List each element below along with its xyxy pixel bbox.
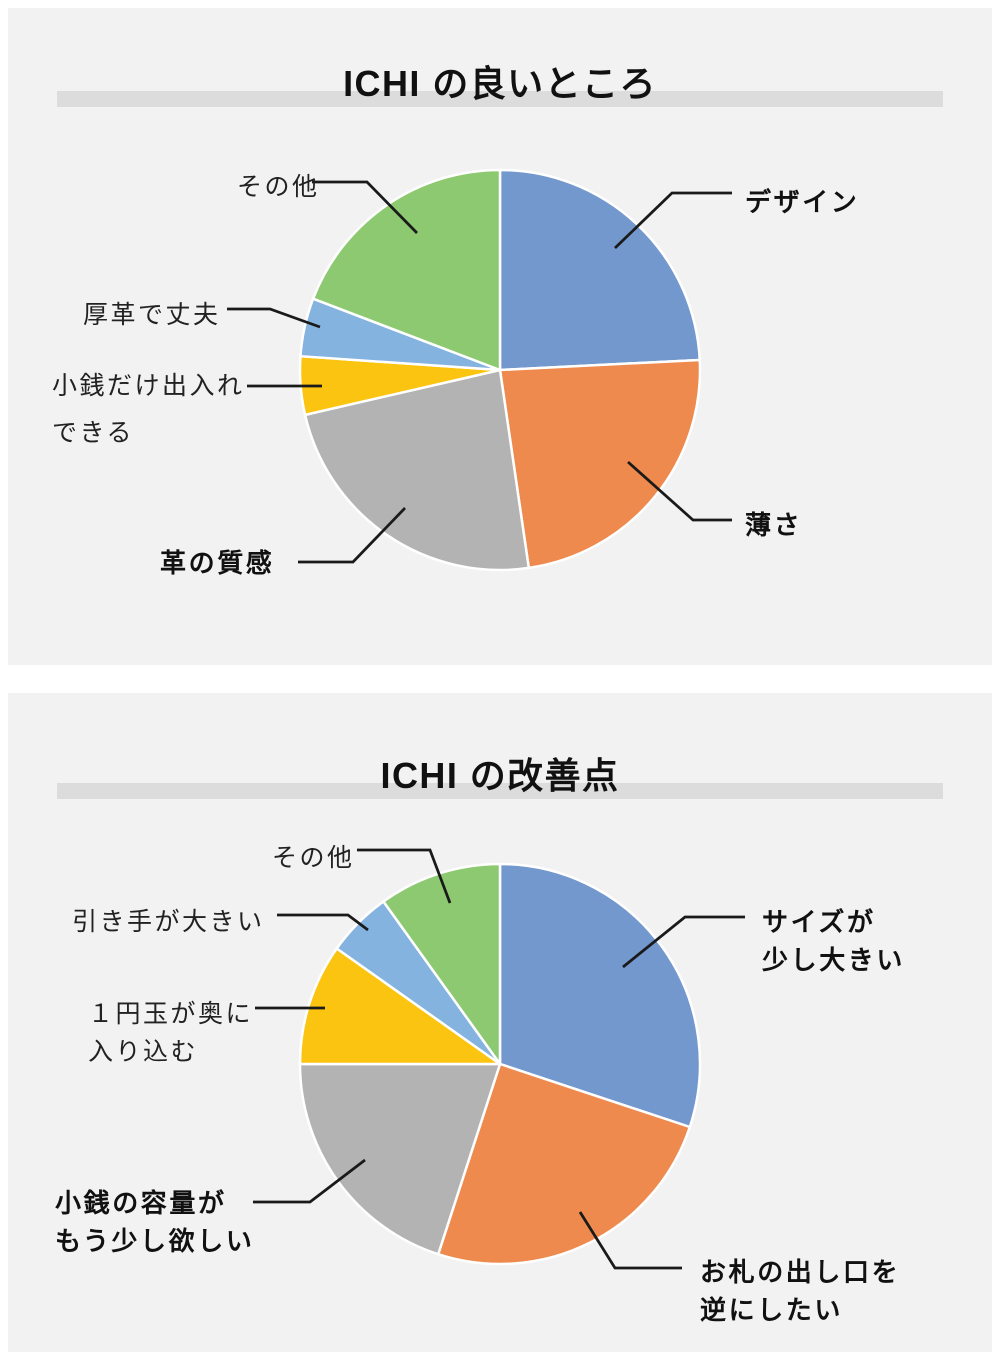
callout-other-1: その他 xyxy=(237,168,320,206)
pie-chart-improvements xyxy=(298,862,702,1266)
title-underline-bar xyxy=(57,91,943,107)
callout-pull-tab-big: 引き手が大きい xyxy=(72,903,265,941)
callout-leather-texture: 革の質感 xyxy=(160,544,274,582)
callout-one-yen-stuck: １円玉が奥に 入り込む xyxy=(88,995,253,1071)
callout-line: お札の出し口を xyxy=(700,1257,901,1287)
callout-coin-capacity: 小銭の容量が もう少し欲しい xyxy=(55,1184,254,1260)
callout-other-2: その他 xyxy=(272,839,355,877)
callout-coins-in-out: 小銭だけ出入れ できる xyxy=(52,363,245,457)
callout-line: その他 xyxy=(237,173,320,201)
callout-size-too-big: サイズが 少し大きい xyxy=(762,903,905,979)
callout-thick-leather: 厚革で丈夫 xyxy=(83,296,221,334)
callout-line: 厚革で丈夫 xyxy=(83,301,221,329)
callout-line: もう少し欲しい xyxy=(55,1226,255,1256)
callout-design: デザイン xyxy=(745,183,859,221)
title-underline-bar xyxy=(57,783,943,799)
callout-line: サイズが xyxy=(762,907,876,937)
callout-bill-slot-reverse: お札の出し口を 逆にしたい xyxy=(700,1253,900,1329)
callout-line: 革の質感 xyxy=(160,548,275,578)
callout-line: 逆にしたい xyxy=(700,1295,844,1325)
page-title-improvements: ICHI の改善点 xyxy=(380,755,620,796)
callout-line: その他 xyxy=(272,844,355,872)
pie-slice-3 xyxy=(298,947,502,1066)
pie-slice-1 xyxy=(498,358,702,570)
pie-slice-0 xyxy=(498,168,701,372)
pie-chart-good-points xyxy=(298,168,702,572)
callout-line: できる xyxy=(52,419,135,447)
callout-line: 入り込む xyxy=(88,1038,199,1066)
callout-line: 小銭の容量が xyxy=(55,1188,227,1218)
callout-thinness: 薄さ xyxy=(745,506,802,544)
page-title-good-points: ICHI の良いところ xyxy=(343,63,657,104)
callout-line: 引き手が大きい xyxy=(72,908,265,936)
callout-line: 小銭だけ出入れ xyxy=(52,372,245,400)
callout-line: 少し大きい xyxy=(762,945,906,975)
callout-line: １円玉が奥に xyxy=(88,1000,254,1028)
callout-line: デザイン xyxy=(745,187,860,217)
callout-line: 薄さ xyxy=(745,510,803,540)
